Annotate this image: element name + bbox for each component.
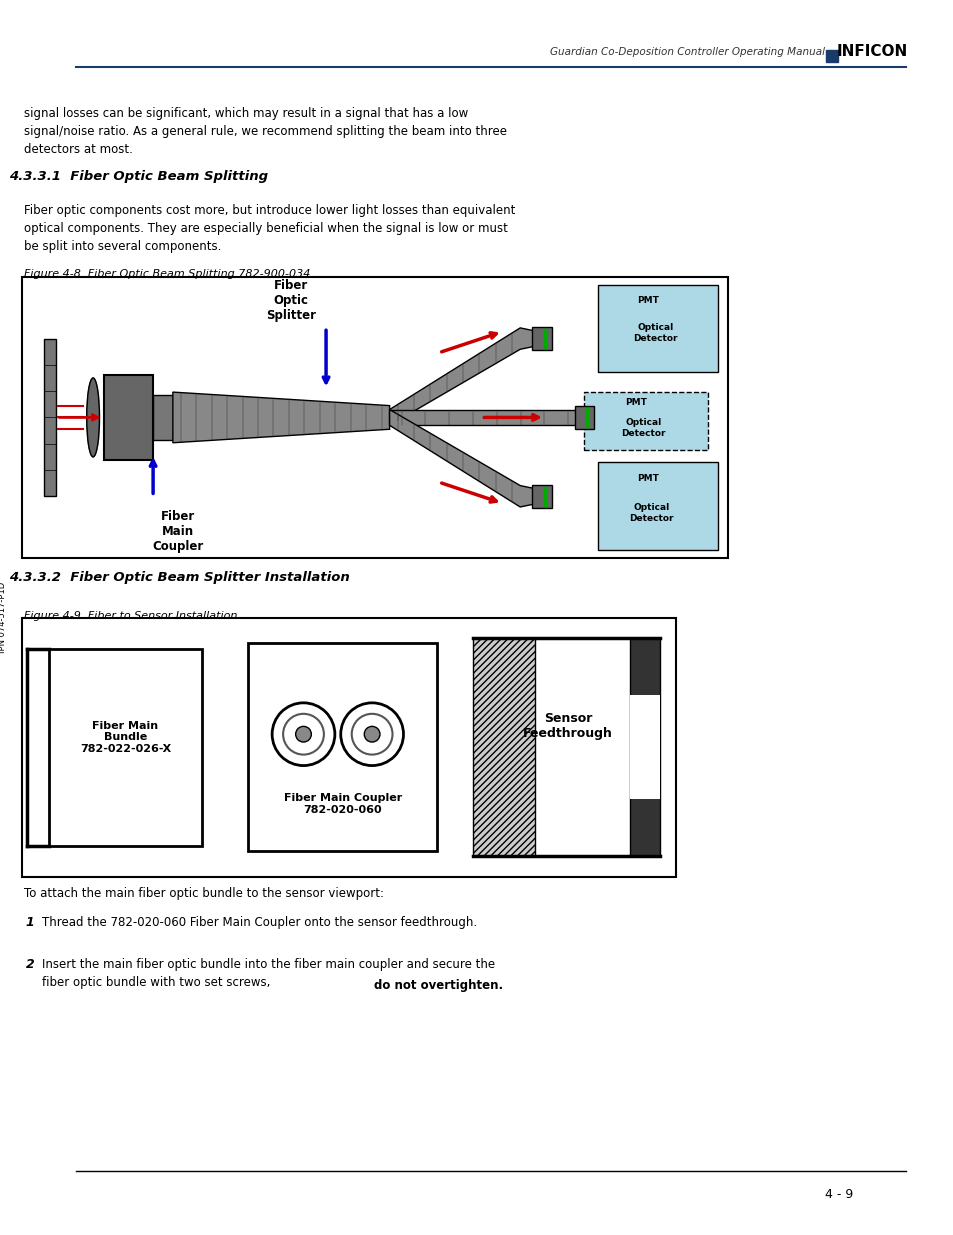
Text: Guardian Co-Deposition Controller Operating Manual: Guardian Co-Deposition Controller Operat…	[550, 47, 824, 57]
Polygon shape	[389, 410, 537, 508]
Bar	[630, 695, 659, 799]
Text: Figure 4-9  Fiber to Sensor Installation: Figure 4-9 Fiber to Sensor Installation	[24, 611, 236, 621]
Text: Insert the main fiber optic bundle into the fiber main coupler and secure the
fi: Insert the main fiber optic bundle into …	[42, 958, 494, 989]
Bar	[44, 338, 56, 496]
Text: Fiber
Main
Coupler: Fiber Main Coupler	[152, 510, 203, 552]
Bar	[598, 285, 717, 373]
Bar	[49, 648, 202, 846]
Text: To attach the main fiber optic bundle to the sensor viewport:: To attach the main fiber optic bundle to…	[24, 887, 383, 900]
Text: Fiber Main
Bundle
782-022-026-X: Fiber Main Bundle 782-022-026-X	[80, 721, 171, 753]
Bar	[104, 375, 152, 459]
FancyBboxPatch shape	[23, 277, 728, 558]
Polygon shape	[389, 410, 579, 425]
Text: 1: 1	[26, 916, 34, 930]
Text: Optical
Detector: Optical Detector	[620, 419, 665, 437]
Text: 4 - 9: 4 - 9	[824, 1188, 853, 1202]
Text: 4.3.3.2  Fiber Optic Beam Splitter Installation: 4.3.3.2 Fiber Optic Beam Splitter Instal…	[9, 571, 350, 584]
Text: 2: 2	[26, 958, 34, 972]
Text: IPN 074-517-P1D: IPN 074-517-P1D	[0, 582, 8, 653]
Text: Sensor
Feedthrough: Sensor Feedthrough	[522, 713, 613, 741]
Text: Thread the 782-020-060 Fiber Main Coupler onto the sensor feedthrough.: Thread the 782-020-060 Fiber Main Couple…	[42, 916, 477, 930]
Bar	[532, 327, 552, 350]
Bar	[630, 638, 659, 856]
Text: 4.3.3.1  Fiber Optic Beam Splitting: 4.3.3.1 Fiber Optic Beam Splitting	[9, 170, 268, 184]
Polygon shape	[172, 391, 389, 443]
Text: Fiber
Optic
Splitter: Fiber Optic Splitter	[266, 279, 315, 322]
Ellipse shape	[87, 378, 99, 457]
Circle shape	[364, 726, 379, 742]
Text: signal losses can be significant, which may result in a signal that has a low
si: signal losses can be significant, which …	[24, 107, 506, 157]
Text: Optical
Detector: Optical Detector	[633, 324, 677, 343]
Bar	[574, 406, 594, 429]
Text: Figure 4-8  Fiber Optic Beam Splitting 782-900-034: Figure 4-8 Fiber Optic Beam Splitting 78…	[24, 269, 310, 279]
Polygon shape	[389, 327, 537, 425]
FancyBboxPatch shape	[23, 618, 676, 877]
Bar	[473, 638, 535, 856]
Text: PMT: PMT	[625, 398, 646, 408]
Bar	[598, 462, 717, 550]
Text: INFICON: INFICON	[836, 44, 907, 59]
Text: PMT: PMT	[637, 474, 659, 483]
Bar	[532, 485, 552, 508]
Text: PMT: PMT	[637, 296, 659, 305]
Circle shape	[295, 726, 311, 742]
Text: Optical
Detector: Optical Detector	[629, 504, 674, 522]
Bar	[248, 643, 437, 851]
Text: Fiber Main Coupler
782-020-060: Fiber Main Coupler 782-020-060	[283, 793, 401, 815]
Bar	[152, 395, 172, 440]
Text: Fiber optic components cost more, but introduce lower light losses than equivale: Fiber optic components cost more, but in…	[24, 204, 515, 253]
Bar	[584, 391, 707, 450]
Text: do not overtighten.: do not overtighten.	[374, 979, 502, 993]
